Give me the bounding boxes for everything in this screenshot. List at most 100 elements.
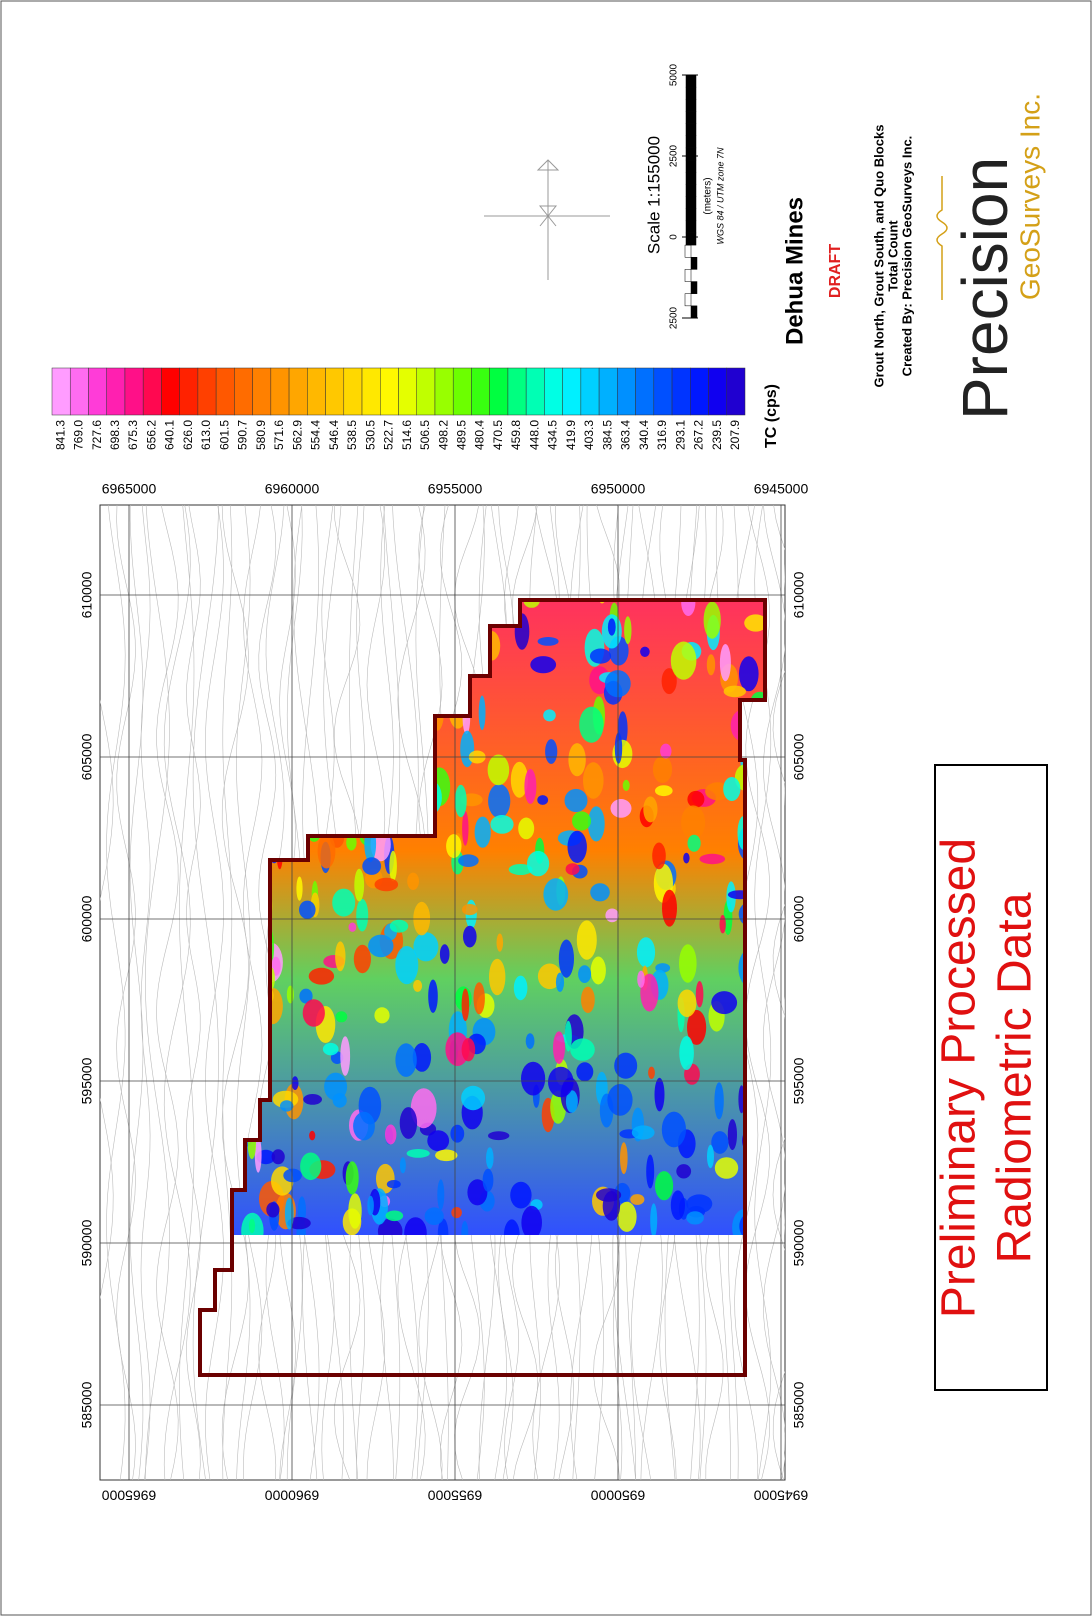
raster-blob	[695, 981, 704, 1008]
raster-blob	[640, 973, 659, 1012]
scale-tick-label: 2500	[669, 144, 680, 167]
legend-label: 267.2	[692, 420, 706, 450]
raster-blob	[284, 1197, 294, 1230]
scale-segment	[685, 220, 697, 234]
raster-blob	[332, 888, 356, 917]
easting-label: 605000	[79, 733, 95, 780]
raster-blob	[624, 616, 632, 645]
scale-bar: 2500 0 2500 5000	[669, 63, 698, 329]
raster-blob	[614, 1052, 638, 1079]
contour-line	[236, 505, 251, 1480]
raster-blob	[686, 1211, 704, 1225]
scale-segment	[690, 257, 698, 270]
raster-blob	[346, 834, 357, 851]
raster-blob	[508, 864, 533, 875]
raster-blob	[565, 863, 580, 875]
scale-segment	[690, 305, 698, 319]
raster-blob	[548, 1066, 574, 1098]
raster-blob	[450, 1124, 465, 1143]
legend-label: 626.0	[181, 420, 195, 450]
legend-swatch	[434, 367, 454, 416]
raster-blob	[567, 830, 587, 863]
easting-label: 600000	[791, 895, 807, 942]
raster-blob	[399, 1157, 406, 1174]
legend-label: 841.3	[53, 420, 67, 450]
easting-label: 610000	[79, 571, 95, 618]
raster-blob	[322, 1042, 339, 1056]
legend-label: 514.6	[400, 420, 414, 450]
raster-blob	[404, 1217, 427, 1235]
raster-blob	[439, 944, 450, 964]
northing-label: 6960000	[265, 481, 320, 497]
legend-swatch	[234, 367, 253, 416]
raster-blob	[474, 816, 491, 848]
legend-label: 554.4	[309, 420, 323, 450]
raster-blob	[395, 945, 419, 985]
subtitle-line: Created By: Precision GeoSurveys Inc.	[899, 136, 914, 377]
legend-swatch	[416, 367, 436, 416]
easting-label: 590000	[791, 1219, 807, 1266]
raster-blob	[299, 988, 313, 1004]
raster-blob	[660, 743, 672, 759]
raster-blob	[590, 956, 606, 985]
legend-swatch	[708, 367, 728, 416]
raster-blob	[558, 939, 575, 978]
raster-blob	[348, 922, 357, 932]
raster-blob	[367, 1195, 374, 1216]
raster-blob	[589, 648, 612, 664]
raster-blob	[530, 656, 557, 674]
raster-blob	[706, 654, 716, 676]
legend-label: 727.6	[90, 420, 104, 450]
raster-blob	[636, 937, 656, 968]
raster-blob	[537, 637, 559, 646]
raster-blob	[451, 1207, 462, 1219]
raster-blob	[662, 889, 677, 927]
legend-swatch	[288, 367, 308, 416]
raster-blob	[248, 1218, 256, 1234]
raster-blob	[412, 1043, 432, 1072]
raster-blob	[513, 975, 528, 1001]
raster-blob	[727, 1119, 738, 1151]
raster-blob	[461, 1220, 469, 1235]
landscape-layout: 585000 585000 590000 590000 595000 595000 6000…	[51, 63, 1048, 1504]
scale-segment	[685, 74, 697, 88]
raster-blob	[679, 944, 697, 983]
raster-blob	[661, 1111, 687, 1148]
raster-blob	[332, 1093, 347, 1108]
raster-blob	[296, 876, 303, 901]
grid: 585000 585000 590000 590000 595000 595000 6000…	[79, 481, 809, 1504]
northing-label: 6950000	[591, 481, 646, 497]
raster-blob	[543, 878, 569, 911]
raster-blob	[353, 944, 371, 974]
raster-blob	[413, 901, 431, 936]
logo-name: Precision	[949, 157, 1021, 420]
raster-blob	[489, 958, 506, 996]
scale-segment	[685, 159, 697, 173]
raster-blob	[631, 1125, 655, 1140]
raster-blob	[687, 790, 705, 808]
legend-swatch	[580, 367, 600, 416]
raster-blob	[564, 788, 588, 813]
raster-blob	[543, 709, 556, 722]
raster-blob	[317, 833, 336, 869]
raster-blob	[461, 988, 470, 1022]
raster-blob	[711, 991, 738, 1015]
raster-blob	[652, 755, 673, 783]
subtitle-line: Grout North, Grout South, and Quo Blocks	[871, 125, 886, 388]
legend-label: 489.5	[455, 420, 469, 450]
raster-blob	[413, 932, 439, 962]
raster-blob	[570, 1038, 595, 1061]
easting-label: 610000	[791, 571, 807, 618]
raster-blob	[572, 811, 591, 831]
raster-blob	[614, 732, 623, 764]
legend-swatch	[598, 367, 618, 416]
raster-blob	[356, 898, 369, 932]
raster-blob	[610, 799, 632, 818]
scale-segment	[685, 111, 697, 124]
scale-tick-label: 5000	[669, 63, 680, 86]
legend-label: 675.3	[126, 420, 140, 450]
raster-blob	[286, 985, 294, 1004]
raster-blob	[590, 883, 610, 902]
subtitle-line: Total Count	[885, 220, 900, 292]
